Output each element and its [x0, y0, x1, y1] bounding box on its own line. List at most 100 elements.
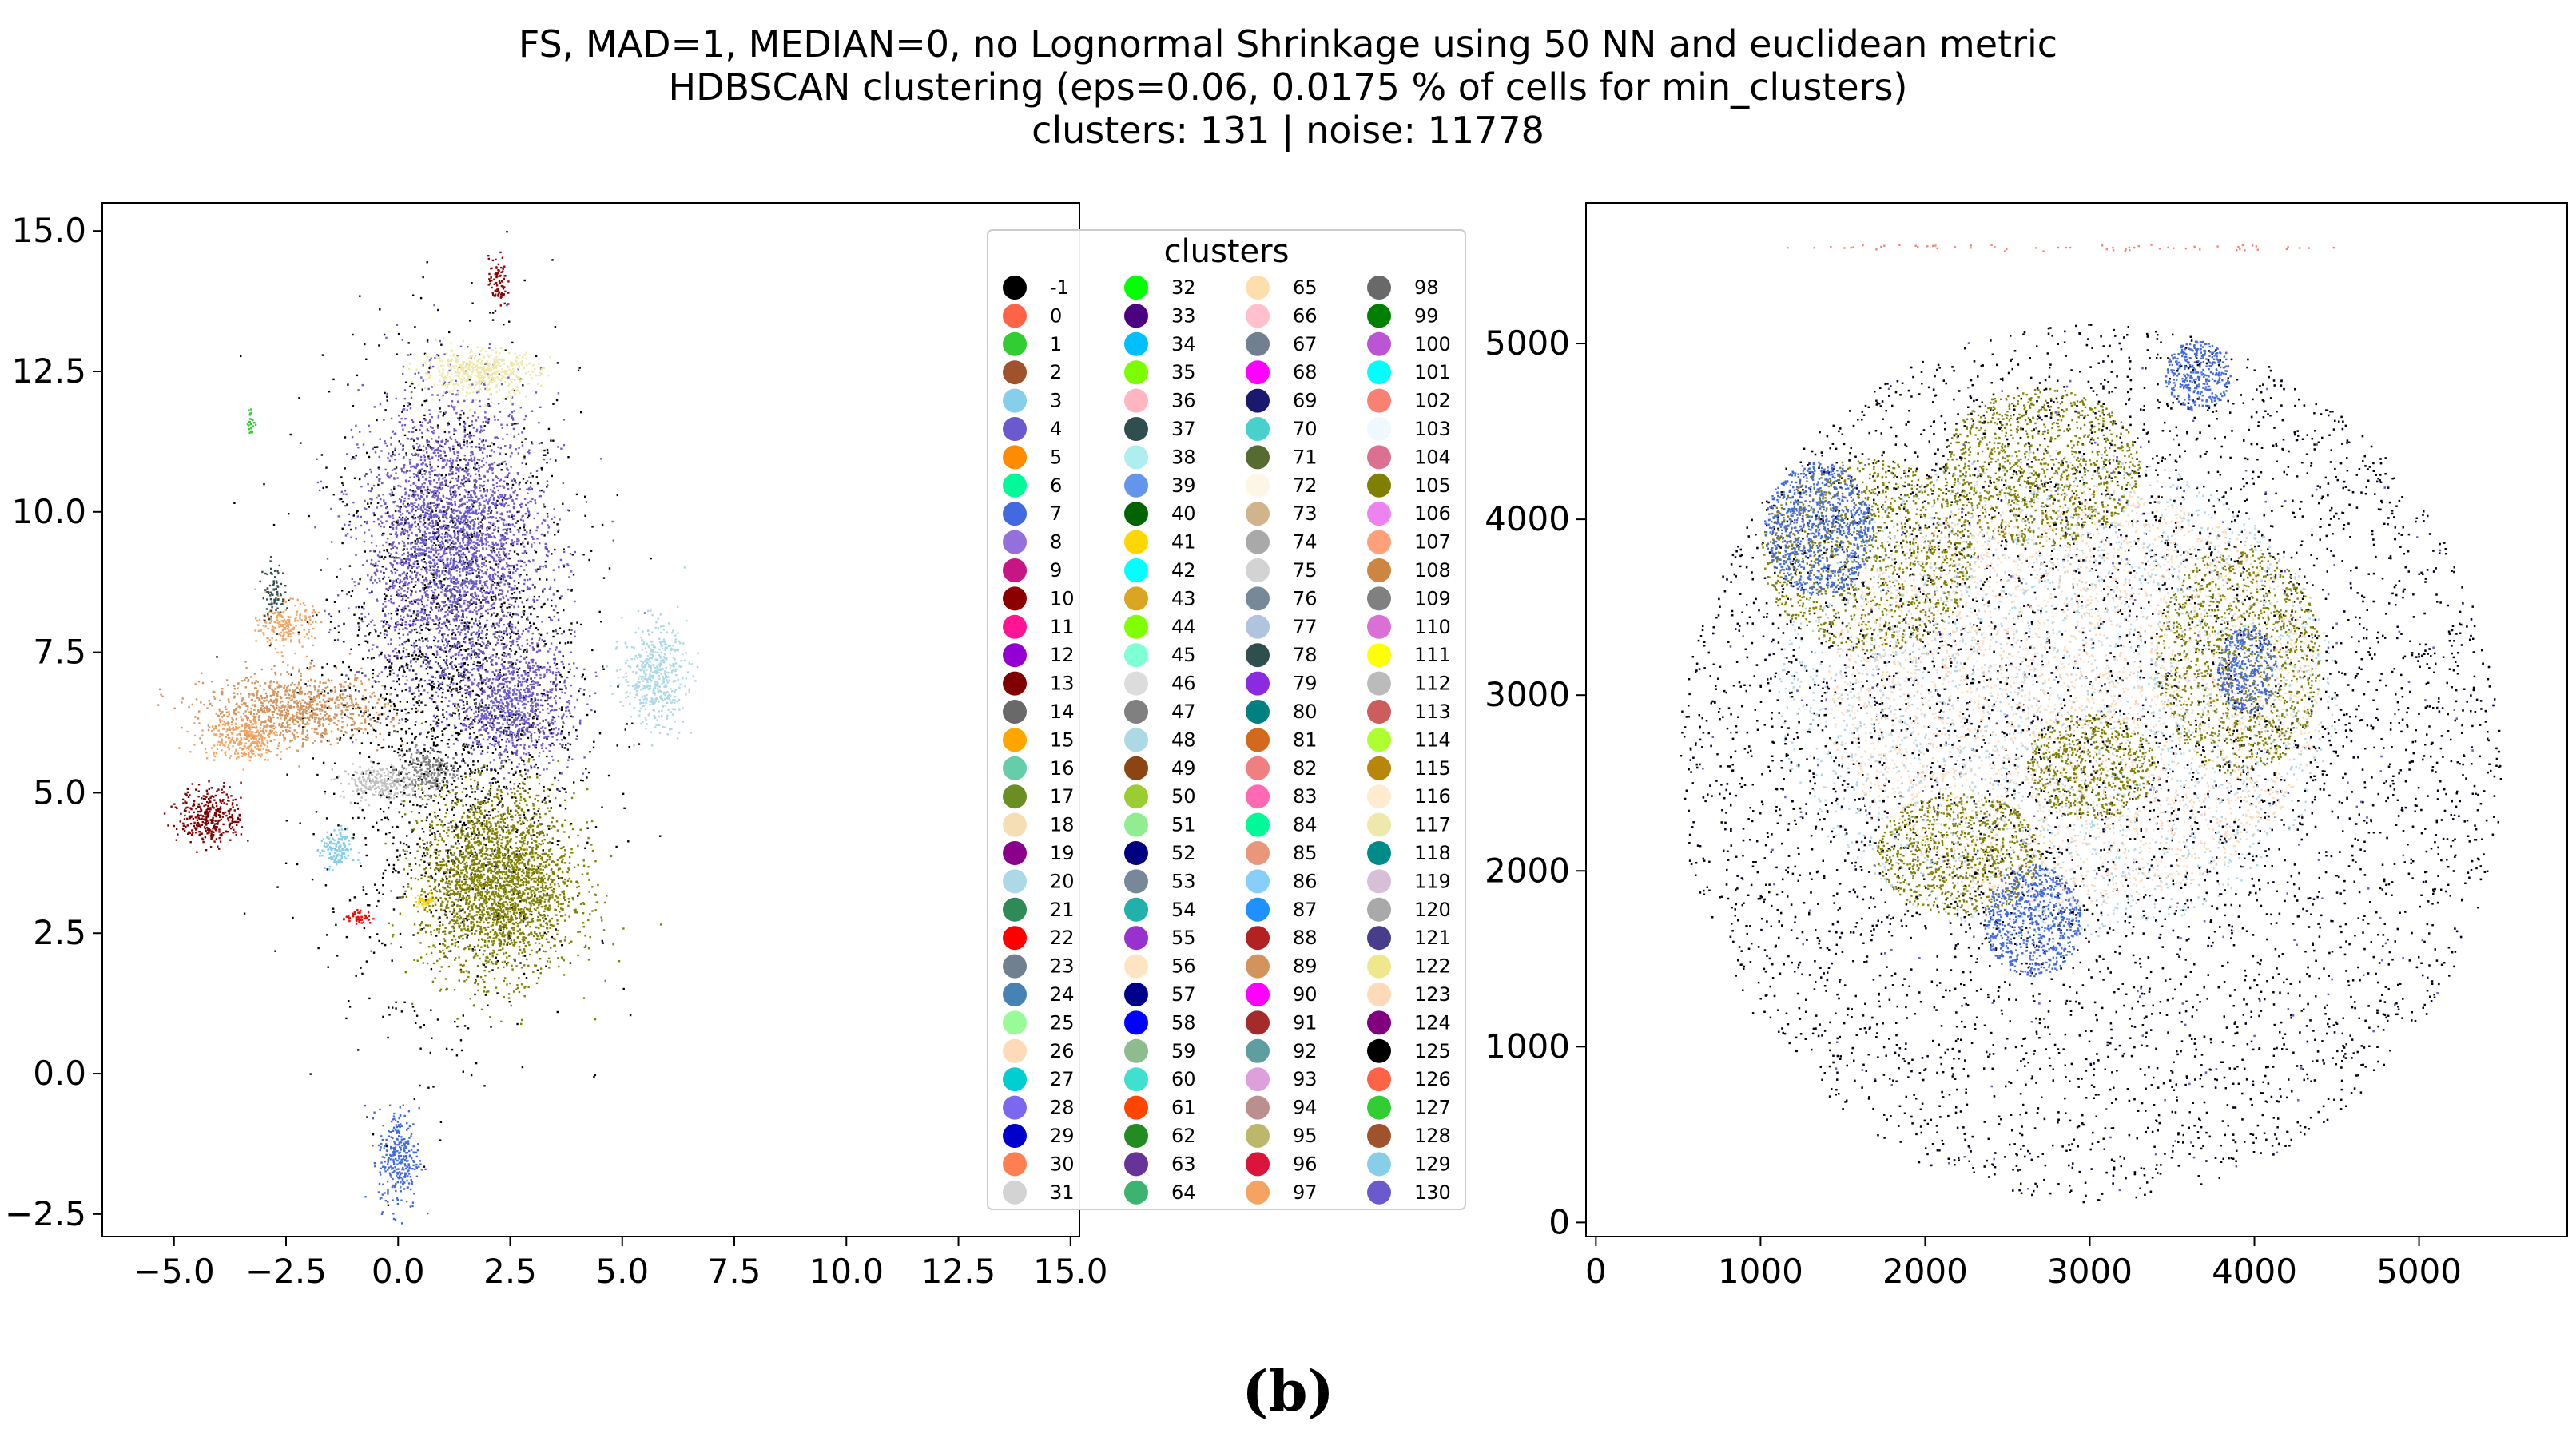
scatter-point	[403, 584, 407, 587]
scatter-point	[562, 725, 564, 728]
scatter-point	[480, 466, 483, 468]
scatter-point	[491, 590, 494, 593]
scatter-point	[392, 453, 394, 455]
scatter-point	[372, 447, 374, 450]
scatter-point	[500, 383, 503, 386]
scatter-point	[505, 528, 507, 531]
scatter-point	[373, 406, 376, 408]
scatter-point	[365, 473, 368, 475]
scatter-point	[467, 416, 469, 419]
scatter-point	[451, 633, 453, 636]
scatter-point	[450, 480, 452, 482]
scatter-point	[492, 522, 495, 525]
scatter-point	[352, 501, 355, 504]
scatter-point	[456, 525, 459, 528]
scatter-point	[479, 661, 481, 664]
scatter-point	[463, 628, 466, 630]
scatter-point	[530, 767, 533, 769]
scatter-point	[472, 663, 475, 665]
scatter-point	[447, 502, 451, 505]
scatter-point	[423, 470, 426, 472]
scatter-point	[467, 717, 470, 721]
scatter-point	[431, 502, 434, 504]
scatter-point	[396, 796, 398, 798]
scatter-point	[401, 655, 403, 658]
scatter-point	[428, 683, 431, 685]
scatter-point	[459, 568, 461, 570]
scatter-point	[455, 570, 458, 572]
scatter-point	[401, 424, 403, 427]
scatter-point	[415, 429, 418, 431]
scatter-point	[427, 672, 429, 675]
scatter-point	[411, 427, 415, 430]
scatter-point	[521, 1066, 524, 1069]
scatter-point	[396, 751, 400, 754]
scatter-point	[426, 495, 428, 498]
scatter-point	[380, 505, 383, 507]
scatter-point	[498, 551, 500, 554]
scatter-point	[418, 477, 420, 479]
scatter-point	[413, 601, 416, 603]
scatter-point	[463, 455, 467, 457]
scatter-point	[456, 582, 459, 584]
scatter-point	[450, 597, 452, 599]
scatter-point	[443, 476, 446, 479]
scatter-point	[474, 593, 476, 595]
scatter-point	[342, 493, 345, 495]
scatter-point	[515, 522, 518, 524]
scatter-point	[554, 534, 556, 536]
scatter-point	[451, 678, 454, 681]
scatter-point	[475, 535, 479, 538]
scatter-point	[556, 632, 559, 635]
scatter-point	[450, 554, 452, 556]
scatter-point	[529, 500, 531, 503]
scatter-point	[455, 560, 458, 563]
scatter-point	[394, 629, 396, 632]
scatter-point	[504, 673, 507, 676]
scatter-point	[454, 546, 456, 548]
scatter-point	[523, 613, 525, 616]
scatter-point	[484, 656, 487, 659]
scatter-point	[459, 765, 462, 768]
scatter-point	[407, 494, 411, 497]
scatter-point	[487, 544, 491, 547]
scatter-point	[491, 969, 494, 971]
scatter-point	[348, 513, 350, 515]
scatter-point	[529, 486, 532, 488]
scatter-point	[426, 621, 428, 625]
scatter-point	[419, 424, 423, 427]
scatter-point	[441, 439, 444, 442]
scatter-point	[391, 826, 394, 828]
scatter-point	[384, 685, 387, 688]
scatter-point	[458, 470, 460, 473]
scatter-point	[485, 724, 487, 726]
scatter-point	[543, 458, 546, 461]
scatter-point	[460, 760, 463, 762]
scatter-point	[407, 712, 410, 714]
scatter-point	[377, 681, 380, 683]
scatter-point	[404, 621, 407, 624]
scatter-point	[401, 554, 404, 556]
scatter-point	[421, 483, 423, 486]
scatter-point	[494, 689, 496, 692]
scatter-point	[631, 722, 634, 724]
scatter-point	[400, 558, 403, 562]
scatter-point	[471, 399, 475, 402]
scatter-point	[383, 419, 385, 421]
scatter-point	[506, 510, 508, 514]
scatter-point	[437, 308, 439, 312]
scatter-point	[484, 704, 487, 706]
scatter-point	[539, 406, 542, 408]
scatter-point	[541, 621, 543, 623]
scatter-point	[355, 538, 357, 540]
scatter-point	[434, 571, 437, 574]
scatter-point	[447, 498, 451, 500]
scatter-point	[451, 518, 453, 521]
scatter-point	[514, 959, 516, 962]
scatter-point	[561, 746, 563, 748]
scatter-point	[473, 522, 475, 524]
scatter-point	[380, 515, 383, 518]
scatter-point	[471, 451, 473, 453]
scatter-point	[362, 657, 364, 661]
scatter-point	[449, 516, 451, 518]
